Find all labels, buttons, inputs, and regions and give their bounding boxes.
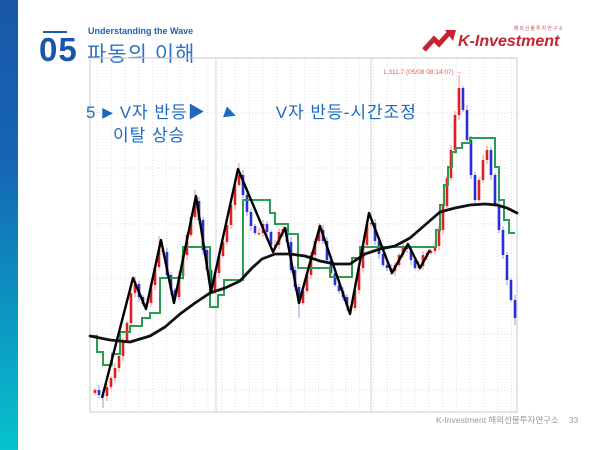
annotation-step-number: 5 [86,103,97,122]
page-number: 33 [568,415,579,425]
slide-footer: K-Investment 해외선물투자연구소 33 [436,414,578,426]
footer-text: K-Investment 해외선물투자연구소 [436,415,559,425]
section-number-underline [43,31,67,33]
play-arrow-icon: ▶ [102,104,114,120]
slide-kicker: Understanding the Wave [88,26,194,36]
price-time-label: 1,311.7 (05/08 08:14:07) → [383,69,462,76]
left-accent-bar [0,0,18,450]
logo-subtext: 해외선물투자연구소 [513,26,564,32]
page-title: 파동의 이해 [87,43,196,66]
annotation-label-breakout: 이탈 상승 [113,126,186,145]
annotation-label-time-adjust: V자 반등-시간조정 [275,103,417,122]
company-logo: 해외선물투자연구소 K-Investment [418,22,578,56]
logo-arrow-icon [422,30,456,57]
section-number: 05 [39,31,78,68]
logo-text: K-Investment [458,33,560,50]
cursor-arrow-icon: ▶ [222,103,241,124]
annotation-label-v-rebound: V자 반등▶ [119,103,206,122]
chart-annotation: 5 ▶ V자 반등▶ ▶ V자 반등-시간조정 [86,98,417,124]
